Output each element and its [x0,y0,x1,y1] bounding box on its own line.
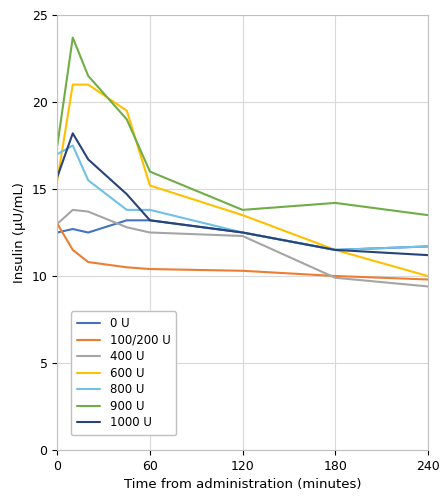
600 U [86,82,91,87]
0 U [124,218,130,224]
1000 U [425,252,430,258]
800 U [425,244,430,250]
400 U [425,284,430,290]
100/200 U [147,266,153,272]
900 U [55,142,60,148]
800 U [70,142,75,148]
900 U [147,168,153,174]
600 U [124,108,130,114]
Line: 400 U: 400 U [57,210,428,286]
400 U [55,221,60,227]
400 U [147,230,153,235]
Line: 1000 U: 1000 U [57,134,428,255]
1000 U [333,247,338,253]
1000 U [70,130,75,136]
100/200 U [425,276,430,282]
0 U [86,230,91,235]
1000 U [86,156,91,162]
400 U [333,274,338,280]
Line: 0 U: 0 U [57,220,428,250]
0 U [55,230,60,235]
900 U [124,116,130,122]
900 U [70,34,75,40]
600 U [55,178,60,184]
400 U [240,233,245,239]
800 U [333,247,338,253]
400 U [124,224,130,230]
600 U [147,182,153,188]
0 U [70,226,75,232]
400 U [70,207,75,213]
1000 U [55,174,60,180]
Line: 800 U: 800 U [57,146,428,250]
900 U [240,207,245,213]
Y-axis label: Insulin (μU/mL): Insulin (μU/mL) [13,182,26,283]
1000 U [124,191,130,197]
1000 U [147,218,153,224]
0 U [425,244,430,250]
Line: 600 U: 600 U [57,84,428,276]
800 U [124,207,130,213]
800 U [240,230,245,235]
600 U [70,82,75,87]
600 U [425,273,430,279]
Line: 100/200 U: 100/200 U [57,224,428,280]
600 U [333,247,338,253]
100/200 U [70,247,75,253]
Line: 900 U: 900 U [57,38,428,215]
0 U [333,247,338,253]
100/200 U [240,268,245,274]
900 U [333,200,338,206]
400 U [86,208,91,214]
0 U [240,230,245,235]
1000 U [240,230,245,235]
800 U [55,151,60,157]
800 U [147,207,153,213]
900 U [86,73,91,79]
0 U [147,218,153,224]
Legend: 0 U, 100/200 U, 400 U, 600 U, 800 U, 900 U, 1000 U: 0 U, 100/200 U, 400 U, 600 U, 800 U, 900… [71,312,176,436]
900 U [425,212,430,218]
100/200 U [55,221,60,227]
100/200 U [86,259,91,265]
100/200 U [124,264,130,270]
800 U [86,178,91,184]
X-axis label: Time from administration (minutes): Time from administration (minutes) [124,478,361,492]
100/200 U [333,273,338,279]
600 U [240,212,245,218]
